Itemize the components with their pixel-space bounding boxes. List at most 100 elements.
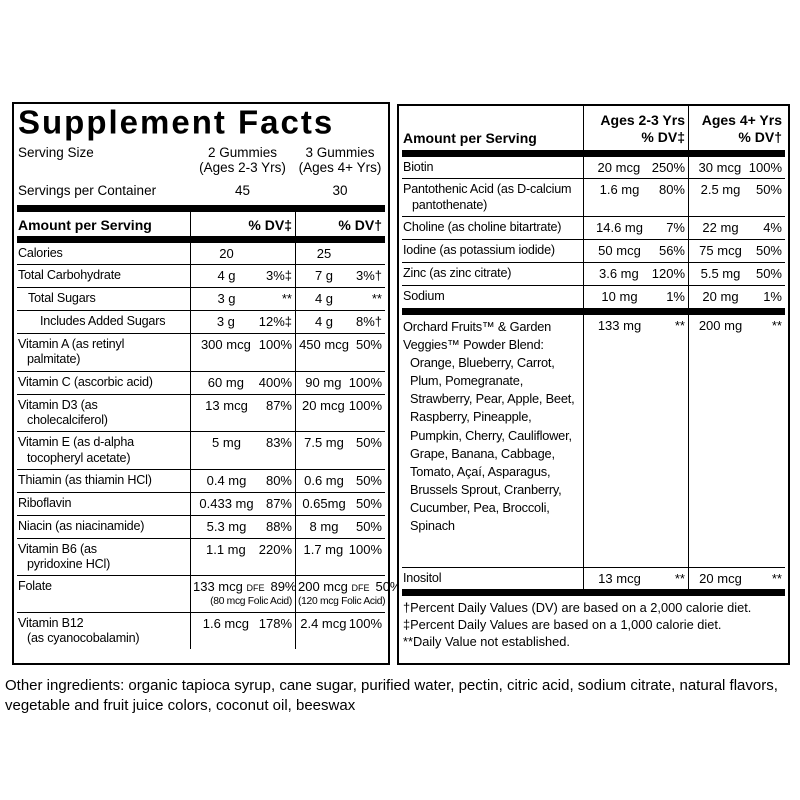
value-cell: 13 mcg 87% bbox=[190, 394, 295, 432]
value-cell: 20 mg 1% bbox=[688, 285, 785, 308]
percent-dv: ** bbox=[771, 317, 782, 333]
value-cell: 20 bbox=[190, 242, 295, 265]
amount: 0.4 mg bbox=[206, 473, 247, 489]
nutrient-name: Choline (as choline bitartrate) bbox=[403, 220, 562, 235]
amount: 20 mcg bbox=[699, 570, 742, 586]
value-cell: 0.433 mg 87% bbox=[190, 492, 295, 515]
nutrient-name: Folate bbox=[18, 579, 52, 594]
page-title: Supplement Facts bbox=[18, 102, 335, 141]
nutrient-name: Sodium bbox=[403, 288, 445, 303]
amount: 25 bbox=[316, 245, 332, 261]
amount: 300 mcg bbox=[200, 337, 251, 353]
folic-acid-note: (80 mcg Folic Acid) bbox=[210, 596, 292, 608]
value-cell: 133 mcg DFE 89% (80 mcg Folic Acid) bbox=[190, 576, 297, 612]
percent-dv: 1% bbox=[763, 288, 782, 304]
percent-dv: 88% bbox=[265, 518, 292, 534]
footnote-double-dagger: ‡Percent Daily Values are based on a 1,0… bbox=[403, 617, 722, 633]
value-cell: 3.6 mg 120% bbox=[583, 262, 688, 285]
nutrient-name: Vitamin D3 (as bbox=[18, 397, 98, 412]
amount: 7.5 mg bbox=[304, 435, 344, 451]
table-row-calories: Calories 20 25 bbox=[17, 242, 385, 266]
value-cell: 7 g 3%† bbox=[295, 265, 385, 288]
value-cell: 90 mg 100% bbox=[295, 371, 385, 394]
value-cell: 4 g 8%† bbox=[295, 311, 385, 334]
percent-dv: 400% bbox=[258, 374, 292, 390]
percent-dv: 80% bbox=[265, 473, 292, 489]
table-row-thiamin: Thiamin (as thiamin HCl) 0.4 mg 80% 0.6 m… bbox=[17, 470, 385, 493]
percent-dv: 50% bbox=[755, 265, 782, 281]
amount: 20 mcg bbox=[597, 159, 641, 175]
nutrient-name: Inositol bbox=[403, 570, 442, 585]
percent-dv: 8%† bbox=[355, 314, 382, 330]
value-cell: 75 mcg 50% bbox=[688, 240, 785, 262]
amount: 60 mg bbox=[207, 374, 244, 390]
value-cell: 450 mcg 50% bbox=[295, 334, 385, 371]
amount: 10 mg bbox=[601, 288, 638, 304]
percent-dv: 7% bbox=[666, 220, 685, 236]
table-row-riboflavin: Riboflavin 0.433 mg 87% 0.65mg 50% bbox=[17, 492, 385, 516]
nutrient-name-line2: cholecalciferol) bbox=[27, 412, 108, 427]
nutrient-name: Zinc (as zinc citrate) bbox=[403, 265, 512, 280]
percent-dv: 80% bbox=[658, 182, 685, 198]
other-ingredients-text: Other ingredients: organic tapioca syrup… bbox=[5, 677, 778, 715]
value-cell: 0.4 mg 80% bbox=[190, 470, 295, 492]
value-cell: 133 mg ** bbox=[583, 314, 688, 567]
percent-dv: ** bbox=[371, 291, 382, 307]
value-cell: 5.5 mg 50% bbox=[688, 262, 785, 285]
value-cell: 2.4 mcg 100% bbox=[295, 612, 385, 650]
amount: 5.3 mg bbox=[206, 518, 247, 534]
table-row-added-sugars: Includes Added Sugars 3 g 12%‡ 4 g 8%† bbox=[17, 311, 385, 335]
percent-dv: 100% bbox=[348, 397, 382, 413]
amount: 450 mcg bbox=[299, 337, 349, 353]
table-row-total-sugars: Total Sugars 3 g ** 4 g ** bbox=[17, 288, 385, 312]
value-cell: 3 g ** bbox=[190, 288, 295, 311]
percent-dv: ** bbox=[674, 570, 685, 586]
footnote-dagger: †Percent Daily Values (DV) are based on … bbox=[403, 600, 752, 616]
table-row-powder-blend: Orchard Fruits™ & Garden Veggies™ Powder… bbox=[402, 314, 785, 568]
ages4-dv-header: Ages 4+ Yrs % DV† bbox=[688, 106, 785, 150]
value-cell: 200 mg ** bbox=[688, 314, 785, 567]
value-cell: 20 mcg 250% bbox=[583, 156, 688, 179]
amount: 2.4 mcg bbox=[300, 615, 347, 631]
amount: 13 mcg bbox=[598, 570, 641, 586]
nutrient-name: Vitamin B6 (as bbox=[18, 541, 97, 556]
nutrient-name: Thiamin (as thiamin HCl) bbox=[18, 473, 152, 488]
amount: 4 g bbox=[217, 268, 236, 284]
value-cell: 1.6 mcg 178% bbox=[190, 612, 295, 650]
value-cell: 3 g 12%‡ bbox=[190, 311, 295, 334]
amount: 200 mg bbox=[698, 317, 743, 333]
percent-dv: 3%‡ bbox=[265, 268, 292, 284]
table-row-vitamin-b6: Vitamin B6 (as pyridoxine HCl) 1.1 mg 220%… bbox=[17, 538, 385, 577]
dfe-unit-label: DFE bbox=[246, 583, 265, 594]
nutrient-name: Vitamin C (ascorbic acid) bbox=[18, 374, 153, 389]
right-nutrient-table: Biotin 20 mcg 250% 30 mcg 100% Pantothenic… bbox=[402, 156, 785, 308]
table-row-vitamin-e: Vitamin E (as d-alpha tocopheryl acetate)… bbox=[17, 432, 385, 471]
dv-header-ages2-3: % DV‡ bbox=[190, 211, 295, 236]
value-cell: 1.7 mg 100% bbox=[295, 538, 385, 576]
percent-dv: 120% bbox=[651, 265, 685, 281]
nutrient-name: Calories bbox=[18, 245, 63, 260]
amount: 0.433 mg bbox=[199, 495, 254, 511]
amount-per-serving-header: Amount per Serving bbox=[403, 129, 537, 146]
value-cell: 14.6 mg 7% bbox=[583, 217, 688, 240]
amount: 20 bbox=[219, 245, 234, 261]
value-cell: 200 mcg DFE 50% (120 mcg Folic Acid) bbox=[295, 576, 402, 612]
amount: 3.6 mg bbox=[599, 265, 639, 281]
nutrient-name: Total Sugars bbox=[28, 291, 96, 306]
percent-dv: 83% bbox=[265, 435, 292, 451]
percent-dv: 50% bbox=[375, 579, 402, 595]
amount: 4 g bbox=[314, 291, 334, 307]
table-row-biotin: Biotin 20 mcg 250% 30 mcg 100% bbox=[402, 156, 785, 180]
serving-size-label: Serving Size bbox=[18, 144, 94, 160]
value-cell: 7.5 mg 50% bbox=[295, 432, 385, 470]
percent-dv: 4% bbox=[763, 220, 782, 236]
servings-count-col2: 30 bbox=[332, 182, 348, 198]
percent-dv: 100% bbox=[748, 159, 782, 175]
amount: 20 mg bbox=[702, 288, 739, 304]
percent-dv: 100% bbox=[348, 541, 382, 557]
percent-dv: 89% bbox=[270, 579, 297, 595]
table-row-pantothenic-acid: Pantothenic Acid (as D-calcium pantothena… bbox=[402, 179, 785, 218]
dv-header-ages4: % DV† bbox=[295, 211, 385, 236]
ages2-3-dv-header: Ages 2-3 Yrs % DV‡ bbox=[583, 106, 688, 150]
thick-divider-bar bbox=[402, 589, 785, 597]
